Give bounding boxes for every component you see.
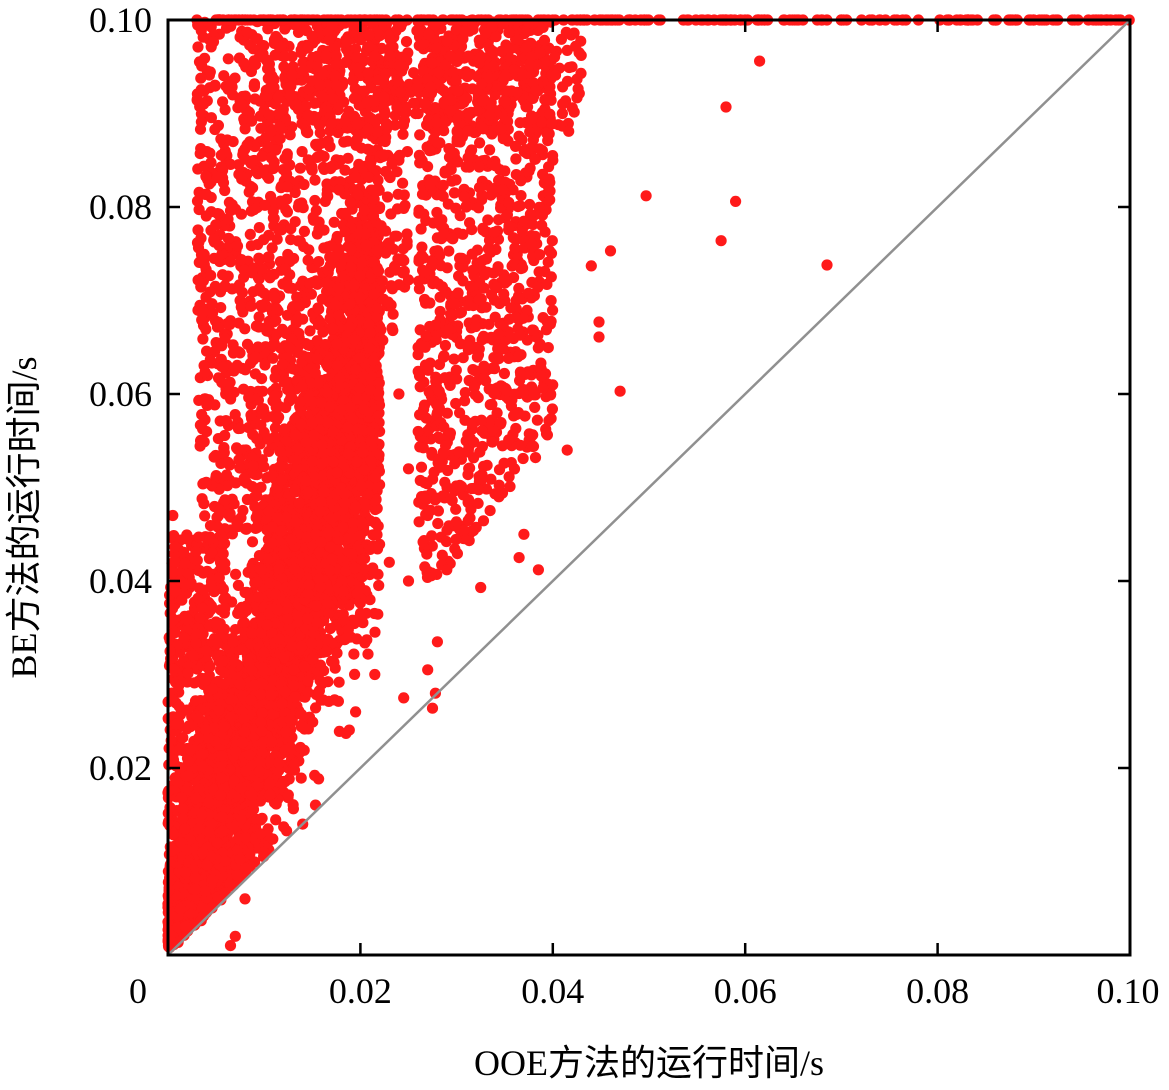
cloud-point-3707 bbox=[373, 579, 385, 592]
data-point-99 bbox=[556, 107, 569, 120]
data-point-29 bbox=[614, 385, 626, 397]
data-point-43 bbox=[369, 668, 381, 681]
data-point-71 bbox=[383, 556, 395, 568]
data-point-32 bbox=[715, 235, 727, 247]
data-point-36 bbox=[821, 259, 833, 271]
data-point-18 bbox=[229, 930, 241, 942]
cloud-point-4477 bbox=[289, 758, 301, 770]
cloud-point-495 bbox=[304, 325, 316, 337]
cloud-point-4316 bbox=[294, 741, 306, 754]
cloud-point-2309 bbox=[232, 579, 244, 592]
cloud-point-3779 bbox=[346, 548, 358, 560]
data-point-21 bbox=[518, 528, 530, 540]
data-point-42 bbox=[402, 575, 415, 587]
cloud-point-4628 bbox=[282, 789, 294, 801]
cloud-point-4823 bbox=[318, 486, 330, 498]
cloud-point-3384 bbox=[343, 724, 355, 736]
cloud-point-1156 bbox=[270, 814, 282, 826]
data-point-26 bbox=[585, 260, 597, 272]
cloud-point-3176 bbox=[329, 662, 341, 674]
cloud-point-2809 bbox=[246, 536, 259, 548]
cloud-point-981 bbox=[230, 568, 242, 580]
cloud-point-4024 bbox=[295, 708, 308, 721]
cloud-point-730 bbox=[333, 676, 345, 688]
cloud-point-3821 bbox=[331, 647, 343, 659]
data-point-38 bbox=[429, 687, 441, 699]
cloud-point-3484 bbox=[369, 626, 381, 638]
cloud-point-4555 bbox=[310, 702, 322, 714]
cloud-point-3903 bbox=[295, 772, 307, 784]
data-point-17 bbox=[239, 893, 251, 905]
data-point-34 bbox=[720, 101, 732, 113]
cloud-point-2655 bbox=[371, 529, 383, 541]
cloud-point-1540 bbox=[348, 648, 360, 660]
data-point-33 bbox=[730, 195, 742, 207]
data-point-106 bbox=[393, 388, 405, 400]
cloud-point-4869 bbox=[239, 832, 252, 844]
data-point-39 bbox=[398, 692, 410, 704]
data-point-19 bbox=[224, 940, 237, 952]
cloud-point-3958 bbox=[277, 777, 289, 790]
data-point-44 bbox=[350, 706, 362, 718]
cloud-point-4773 bbox=[264, 777, 276, 789]
data-point-20 bbox=[475, 581, 487, 594]
cloud-point-1252 bbox=[362, 648, 374, 660]
cloud-point-4474 bbox=[287, 803, 299, 815]
data-point-31 bbox=[640, 190, 652, 202]
data-point-23 bbox=[532, 564, 545, 576]
data-point-40 bbox=[422, 664, 434, 676]
data-point-41 bbox=[431, 636, 443, 648]
data-point-37 bbox=[426, 702, 439, 714]
cloud-point-4777 bbox=[357, 608, 369, 621]
cloud-point-3583 bbox=[372, 608, 384, 620]
cloud-point-2007 bbox=[349, 668, 361, 681]
cloud-point-4219 bbox=[313, 773, 325, 785]
data-point-24 bbox=[529, 452, 542, 464]
cloud-point-4187 bbox=[302, 675, 314, 687]
data-point-25 bbox=[561, 444, 573, 456]
data-point-30 bbox=[604, 245, 617, 257]
data-point-108 bbox=[402, 463, 415, 475]
data-point-22 bbox=[513, 552, 525, 564]
data-point-91 bbox=[167, 509, 179, 522]
cloud-point-3310 bbox=[324, 623, 336, 635]
points-layer bbox=[162, 14, 1135, 954]
data-point-28 bbox=[593, 331, 605, 343]
data-point-27 bbox=[593, 316, 605, 328]
data-point-35 bbox=[754, 55, 766, 67]
